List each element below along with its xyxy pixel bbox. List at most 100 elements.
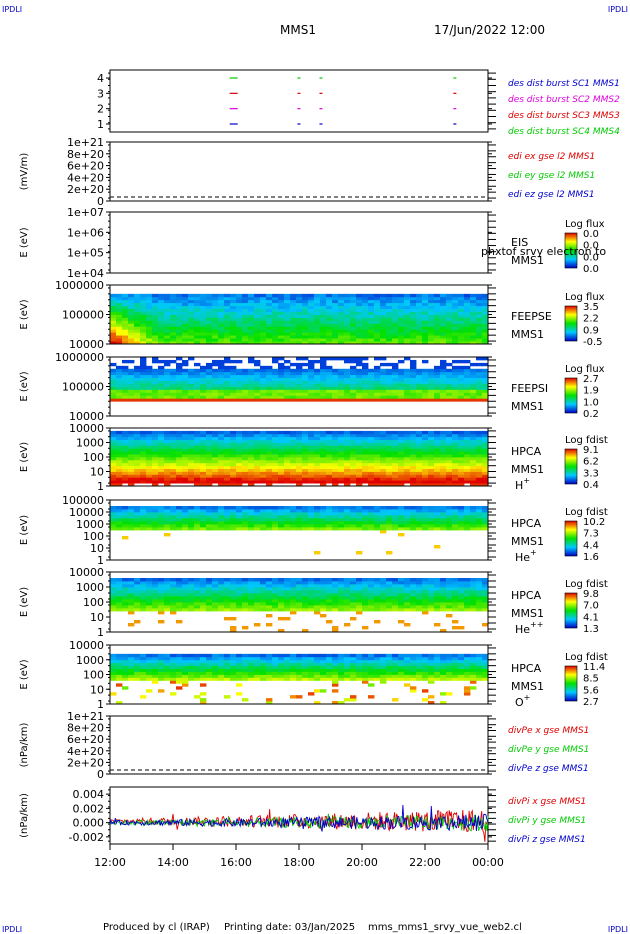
heatmap-cell — [362, 341, 369, 345]
heatmap-cell — [224, 335, 231, 339]
heatmap-cell — [194, 368, 201, 373]
heatmap-cell — [290, 380, 297, 384]
heatmap-cell — [320, 392, 327, 396]
heatmap-cell — [200, 365, 207, 370]
heatmap-cell — [446, 335, 453, 339]
heatmap-cell — [278, 332, 285, 336]
heatmap-cell — [278, 377, 285, 381]
heatmap-cell — [146, 317, 153, 321]
heatmap-cell — [332, 599, 339, 603]
y-tick-label: 1000000 — [55, 351, 104, 364]
heatmap-cell — [170, 433, 177, 438]
heatmap-cell — [386, 374, 393, 379]
heatmap-cell — [284, 527, 291, 531]
heatmap-cell — [416, 392, 423, 396]
heatmap-cell — [254, 662, 261, 667]
heatmap-cell — [386, 605, 393, 609]
heatmap-cell — [152, 677, 159, 681]
heatmap-cell — [200, 433, 207, 438]
heatmap-cell — [278, 665, 285, 669]
heatmap-cell — [278, 329, 285, 333]
heatmap-cell — [428, 436, 435, 440]
heatmap-cell — [458, 581, 465, 585]
heatmap-cell — [452, 596, 459, 600]
heatmap-cell — [146, 518, 153, 522]
heatmap-cell — [344, 480, 351, 484]
heatmap-cell — [182, 311, 189, 315]
heatmap-cell — [230, 626, 237, 630]
heatmap-cell — [398, 468, 405, 472]
heatmap-cell — [278, 462, 285, 467]
heatmap-cell — [428, 335, 435, 339]
heatmap-cell — [458, 433, 465, 438]
heatmap-cell — [422, 477, 429, 481]
heatmap-cell — [122, 323, 129, 327]
heatmap-cell — [410, 368, 417, 373]
heatmap-cell — [314, 377, 321, 381]
heatmap-cell — [476, 326, 483, 330]
heatmap-cell — [164, 656, 171, 661]
heatmap-cell — [392, 581, 399, 585]
heatmap-cell — [476, 338, 483, 342]
heatmap-cell — [428, 329, 435, 333]
heatmap-cell — [296, 451, 303, 455]
heatmap-cell — [338, 590, 345, 594]
heatmap-cell — [476, 430, 483, 435]
heatmap-cell — [278, 439, 285, 443]
heatmap-cell — [470, 599, 477, 603]
heatmap-cell — [206, 668, 213, 672]
heatmap-cell — [236, 329, 243, 333]
heatmap-cell — [482, 623, 489, 627]
heatmap-cell — [146, 457, 153, 461]
heatmap-cell — [134, 518, 141, 522]
heatmap-cell — [416, 599, 423, 603]
heatmap-cell — [176, 524, 183, 528]
heatmap-cell — [242, 457, 249, 461]
heatmap-cell — [398, 521, 405, 525]
heatmap-cell — [428, 602, 435, 606]
heatmap-cell — [230, 506, 237, 510]
heatmap-cell — [410, 596, 417, 600]
heatmap-cell — [308, 395, 315, 399]
heatmap-cell — [446, 581, 453, 585]
heatmap-cell — [272, 299, 279, 304]
heatmap-cell — [428, 389, 435, 393]
heatmap-cell — [230, 442, 237, 446]
heatmap-cell — [308, 662, 315, 667]
heatmap-cell — [386, 392, 393, 396]
heatmap-cell — [470, 483, 477, 487]
heatmap-cell — [368, 521, 375, 525]
heatmap-cell — [266, 671, 273, 675]
heatmap-cell — [320, 357, 327, 361]
heatmap-cell — [266, 623, 273, 627]
heatmap-cell — [266, 457, 273, 461]
heatmap-cell — [398, 323, 405, 327]
heatmap-cell — [458, 578, 465, 582]
heatmap-cell — [230, 512, 237, 516]
heatmap-cell — [332, 471, 339, 475]
heatmap-cell — [446, 311, 453, 315]
heatmap-cell — [170, 653, 177, 658]
heatmap-cell — [266, 459, 273, 464]
heatmap-cell — [242, 329, 249, 333]
heatmap-cell — [116, 515, 123, 519]
heatmap-cell — [362, 605, 369, 609]
heatmap-cell — [464, 590, 471, 594]
heatmap-cell — [116, 299, 123, 304]
heatmap-cell — [146, 365, 153, 370]
heatmap-cell — [140, 602, 147, 606]
heatmap-cell — [356, 451, 363, 455]
heatmap-cell — [110, 368, 117, 373]
heatmap-cell — [188, 392, 195, 396]
heatmap-cell — [356, 477, 363, 481]
heatmap-cell — [128, 299, 135, 304]
heatmap-cell — [404, 471, 411, 475]
heatmap-cell — [266, 317, 273, 321]
heatmap-cell — [176, 439, 183, 443]
heatmap-cell — [440, 338, 447, 342]
heatmap-cell — [230, 314, 237, 318]
heatmap-cell — [332, 454, 339, 458]
heatmap-cell — [218, 430, 225, 435]
heatmap-cell — [122, 671, 129, 675]
